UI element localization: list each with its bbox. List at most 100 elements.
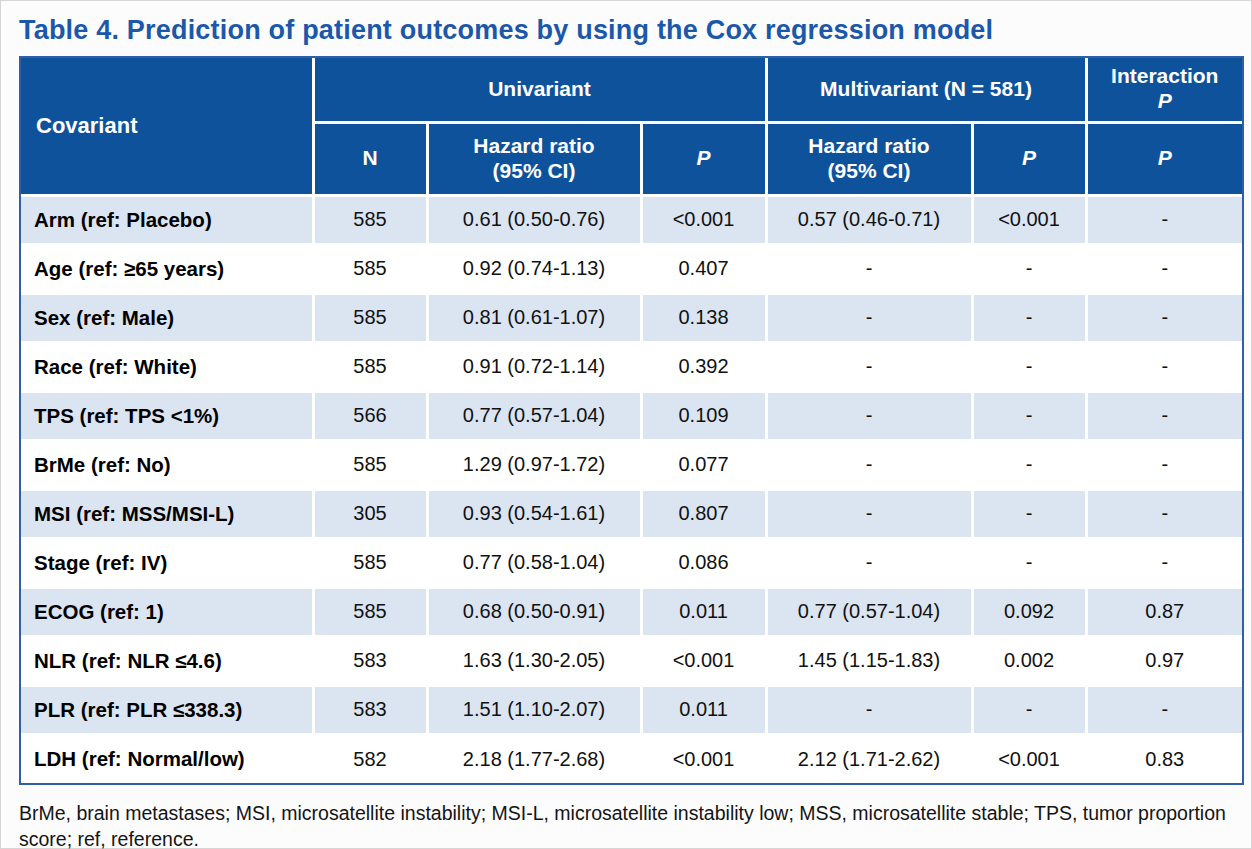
header-interaction-line1: Interaction — [1088, 64, 1243, 89]
uni-hr-cell: 1.63 (1.30-2.05) — [427, 636, 641, 685]
n-cell: 582 — [313, 734, 427, 783]
header-covariant: Covariant — [21, 58, 313, 195]
table-title: Table 4. Prediction of patient outcomes … — [19, 15, 1237, 46]
uni-hr-cell: 2.18 (1.77-2.68) — [427, 734, 641, 783]
multi-hr-cell: - — [766, 685, 972, 734]
n-cell: 585 — [313, 293, 427, 342]
multi-hr-cell: 1.45 (1.15-1.83) — [766, 636, 972, 685]
table-row: Race (ref: White) 585 0.91 (0.72-1.14) 0… — [21, 342, 1242, 391]
uni-p-cell: 0.077 — [641, 440, 766, 489]
n-cell: 585 — [313, 440, 427, 489]
multi-hr-cell: - — [766, 489, 972, 538]
header-univariant-group: Univariant — [313, 58, 766, 122]
header-n: N — [313, 122, 427, 195]
cox-regression-table-container: Covariant Univariant Multivariant (N = 5… — [19, 56, 1244, 785]
uni-hr-cell: 0.61 (0.50-0.76) — [427, 195, 641, 244]
interaction-p-cell: - — [1086, 538, 1242, 587]
multi-hr-cell: 2.12 (1.71-2.62) — [766, 734, 972, 783]
uni-p-cell: <0.001 — [641, 195, 766, 244]
interaction-p-cell: - — [1086, 685, 1242, 734]
multi-p-cell: - — [972, 244, 1086, 293]
multi-p-cell: - — [972, 293, 1086, 342]
multi-p-cell: 0.002 — [972, 636, 1086, 685]
n-cell: 305 — [313, 489, 427, 538]
multi-p-cell: - — [972, 489, 1086, 538]
uni-hr-cell: 0.92 (0.74-1.13) — [427, 244, 641, 293]
covariant-cell: MSI (ref: MSS/MSI-L) — [21, 489, 313, 538]
uni-hr-cell: 1.51 (1.10-2.07) — [427, 685, 641, 734]
n-cell: 585 — [313, 538, 427, 587]
uni-p-cell: 0.392 — [641, 342, 766, 391]
multi-hr-cell: - — [766, 391, 972, 440]
header-uni-hazard-ratio: Hazard ratio (95% CI) — [427, 122, 641, 195]
uni-hr-cell: 0.68 (0.50-0.91) — [427, 587, 641, 636]
n-cell: 583 — [313, 685, 427, 734]
table-header: Covariant Univariant Multivariant (N = 5… — [21, 58, 1242, 195]
multi-p-cell: 0.092 — [972, 587, 1086, 636]
paper-page: Table 4. Prediction of patient outcomes … — [0, 0, 1252, 849]
header-interaction-line2: P — [1088, 89, 1243, 114]
uni-p-cell: 0.011 — [641, 685, 766, 734]
uni-p-cell: 0.407 — [641, 244, 766, 293]
covariant-cell: TPS (ref: TPS <1%) — [21, 391, 313, 440]
n-cell: 583 — [313, 636, 427, 685]
table-row: NLR (ref: NLR ≤4.6) 583 1.63 (1.30-2.05)… — [21, 636, 1242, 685]
header-multi-hazard-ratio: Hazard ratio (95% CI) — [766, 122, 972, 195]
multi-hr-cell: - — [766, 293, 972, 342]
multi-hr-cell: - — [766, 538, 972, 587]
header-interaction-p: P — [1086, 122, 1242, 195]
header-group-row: Covariant Univariant Multivariant (N = 5… — [21, 58, 1242, 122]
uni-p-cell: 0.086 — [641, 538, 766, 587]
uni-p-cell: 0.109 — [641, 391, 766, 440]
uni-p-cell: 0.011 — [641, 587, 766, 636]
header-multivariant-group: Multivariant (N = 581) — [766, 58, 1086, 122]
covariant-cell: LDH (ref: Normal/low) — [21, 734, 313, 783]
n-cell: 585 — [313, 244, 427, 293]
table-body: Arm (ref: Placebo) 585 0.61 (0.50-0.76) … — [21, 195, 1242, 783]
table-row: Stage (ref: IV) 585 0.77 (0.58-1.04) 0.0… — [21, 538, 1242, 587]
uni-hr-cell: 0.77 (0.57-1.04) — [427, 391, 641, 440]
uni-hr-cell: 0.81 (0.61-1.07) — [427, 293, 641, 342]
n-cell: 585 — [313, 195, 427, 244]
covariant-cell: Stage (ref: IV) — [21, 538, 313, 587]
n-cell: 585 — [313, 342, 427, 391]
multi-hr-cell: 0.77 (0.57-1.04) — [766, 587, 972, 636]
interaction-p-cell: - — [1086, 391, 1242, 440]
n-cell: 585 — [313, 587, 427, 636]
uni-p-cell: 0.138 — [641, 293, 766, 342]
table-row: TPS (ref: TPS <1%) 566 0.77 (0.57-1.04) … — [21, 391, 1242, 440]
cox-regression-table: Covariant Univariant Multivariant (N = 5… — [21, 58, 1242, 783]
uni-p-cell: <0.001 — [641, 636, 766, 685]
covariant-cell: PLR (ref: PLR ≤338.3) — [21, 685, 313, 734]
table-row: ECOG (ref: 1) 585 0.68 (0.50-0.91) 0.011… — [21, 587, 1242, 636]
uni-p-cell: 0.807 — [641, 489, 766, 538]
covariant-cell: NLR (ref: NLR ≤4.6) — [21, 636, 313, 685]
interaction-p-cell: 0.83 — [1086, 734, 1242, 783]
interaction-p-cell: - — [1086, 244, 1242, 293]
uni-p-cell: <0.001 — [641, 734, 766, 783]
multi-p-cell: - — [972, 391, 1086, 440]
table-row: PLR (ref: PLR ≤338.3) 583 1.51 (1.10-2.0… — [21, 685, 1242, 734]
multi-p-cell: - — [972, 538, 1086, 587]
multi-hr-cell: - — [766, 440, 972, 489]
header-multi-p: P — [972, 122, 1086, 195]
table-row: Age (ref: ≥65 years) 585 0.92 (0.74-1.13… — [21, 244, 1242, 293]
uni-hr-cell: 0.91 (0.72-1.14) — [427, 342, 641, 391]
interaction-p-cell: 0.97 — [1086, 636, 1242, 685]
interaction-p-cell: - — [1086, 489, 1242, 538]
multi-p-cell: - — [972, 685, 1086, 734]
n-cell: 566 — [313, 391, 427, 440]
table-row: LDH (ref: Normal/low) 582 2.18 (1.77-2.6… — [21, 734, 1242, 783]
table-row: BrMe (ref: No) 585 1.29 (0.97-1.72) 0.07… — [21, 440, 1242, 489]
header-uni-p: P — [641, 122, 766, 195]
uni-hr-cell: 0.77 (0.58-1.04) — [427, 538, 641, 587]
multi-p-cell: <0.001 — [972, 195, 1086, 244]
interaction-p-cell: - — [1086, 440, 1242, 489]
covariant-cell: ECOG (ref: 1) — [21, 587, 313, 636]
multi-p-cell: - — [972, 440, 1086, 489]
multi-hr-cell: - — [766, 342, 972, 391]
table-row: Sex (ref: Male) 585 0.81 (0.61-1.07) 0.1… — [21, 293, 1242, 342]
table-footnote: BrMe, brain metastases; MSI, microsatell… — [19, 801, 1241, 849]
covariant-cell: Sex (ref: Male) — [21, 293, 313, 342]
covariant-cell: Race (ref: White) — [21, 342, 313, 391]
